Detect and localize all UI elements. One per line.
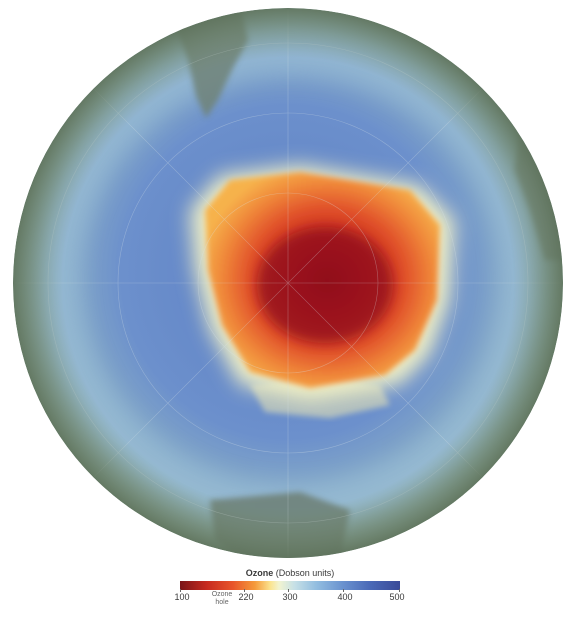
ozone-legend: Ozone (Dobson units) 100 220 300 400 500… <box>160 568 420 614</box>
note-line-2: hole <box>215 599 229 606</box>
tick-mark-220 <box>244 589 245 592</box>
tick-label-500: 500 <box>389 592 405 602</box>
tick-mark-400 <box>343 589 344 592</box>
tick-label-100: 100 <box>174 592 190 602</box>
ozone-hole-note: Ozone hole <box>207 591 237 607</box>
legend-title: Ozone (Dobson units) <box>160 568 420 578</box>
tick-label-300: 300 <box>282 592 298 602</box>
note-line-1: Ozone <box>211 591 233 598</box>
legend-color-bar <box>180 581 400 590</box>
globe-rim <box>13 8 563 558</box>
legend-title-units: (Dobson units) <box>275 568 335 578</box>
tick-mark-500 <box>399 589 400 592</box>
tick-label-220: 220 <box>238 592 254 602</box>
tick-mark-100 <box>180 589 181 592</box>
tick-mark-300 <box>288 589 289 592</box>
legend-title-bold: Ozone <box>245 568 274 578</box>
tick-label-400: 400 <box>337 592 353 602</box>
